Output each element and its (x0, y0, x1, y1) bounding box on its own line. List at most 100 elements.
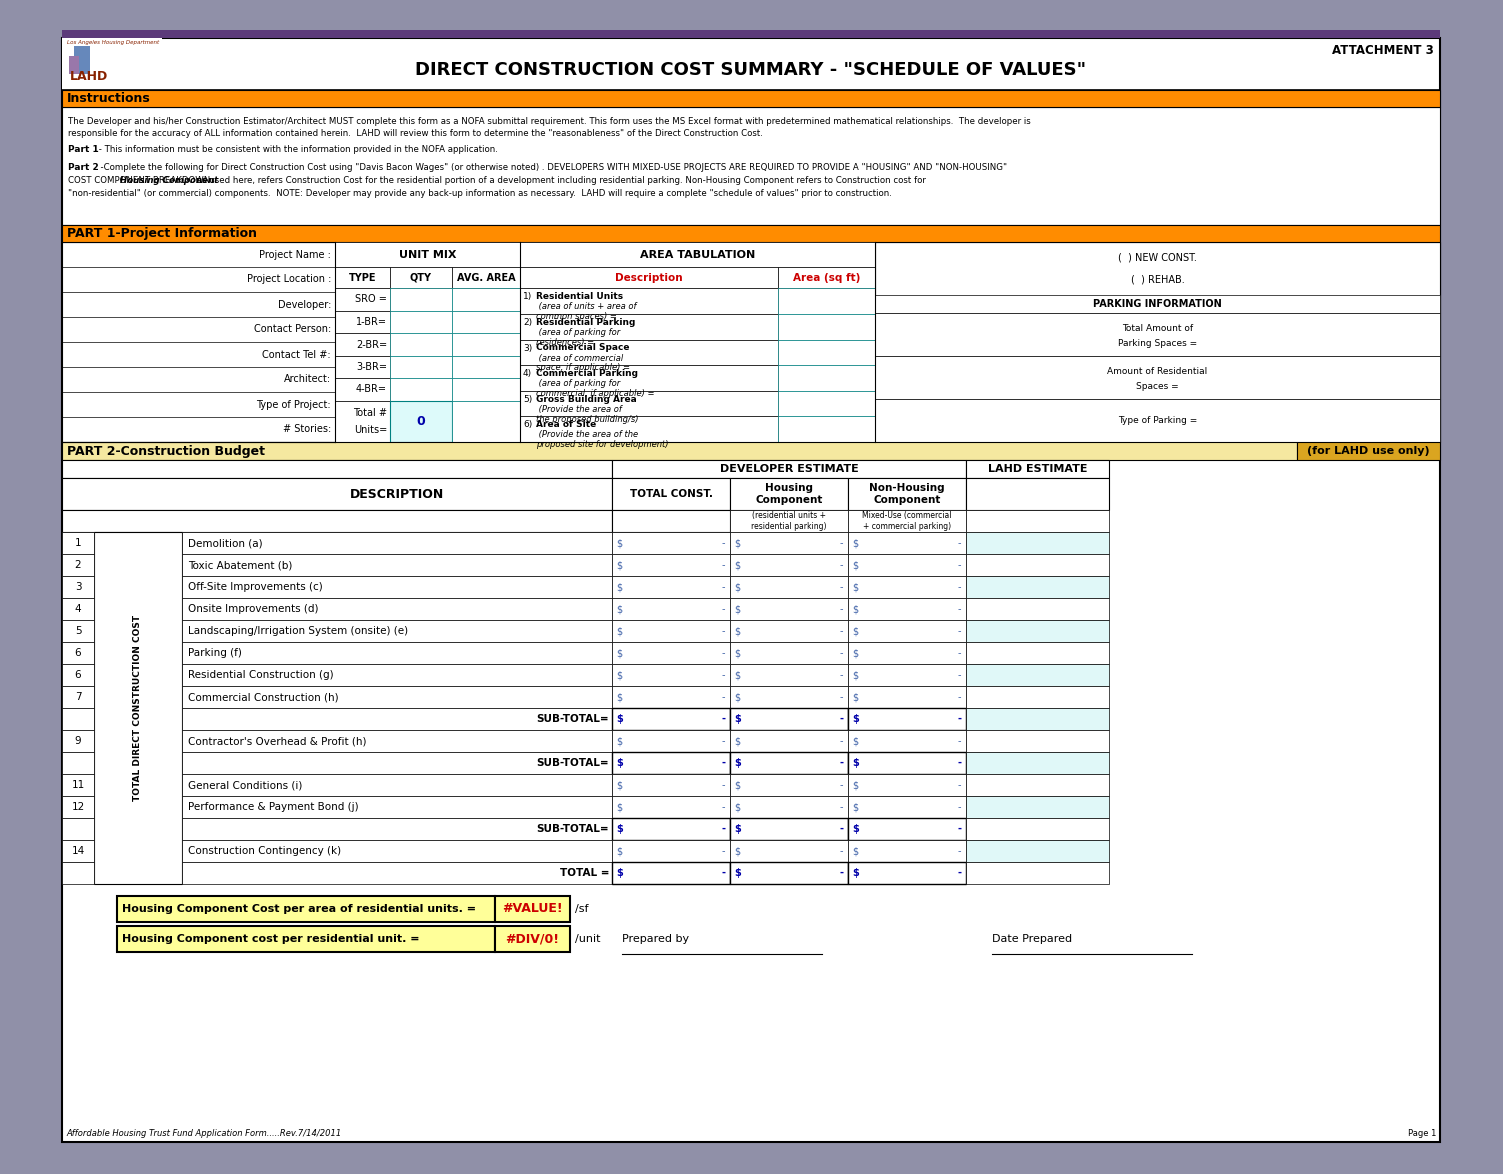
Text: -: - (840, 670, 843, 680)
Text: -: - (721, 603, 724, 614)
Text: $: $ (852, 736, 858, 745)
Text: - This information must be consistent with the information provided in the NOFA : - This information must be consistent wi… (96, 146, 497, 154)
Text: #DIV/0!: #DIV/0! (505, 932, 559, 945)
Bar (62, 107, 1440, 225)
Text: 1: 1 (75, 538, 81, 548)
Bar (182, 686, 612, 708)
Text: Part 2: Part 2 (68, 163, 99, 173)
Bar (182, 841, 612, 862)
Bar (182, 620, 612, 642)
Text: $: $ (852, 603, 858, 614)
Text: Units=: Units= (353, 425, 386, 434)
Text: $: $ (852, 758, 858, 768)
Text: -: - (721, 626, 724, 636)
Text: AVG. AREA: AVG. AREA (457, 272, 516, 283)
Text: $: $ (852, 846, 858, 856)
Text: Project Name :: Project Name : (259, 250, 331, 259)
Text: $: $ (733, 582, 739, 592)
Bar (612, 753, 730, 774)
Text: common spaces) =: common spaces) = (537, 312, 616, 322)
Bar (966, 730, 1109, 753)
Text: TOTAL CONST.: TOTAL CONST. (630, 490, 712, 499)
Bar (848, 620, 966, 642)
Text: DEVELOPER ESTIMATE: DEVELOPER ESTIMATE (720, 464, 858, 474)
Bar (966, 774, 1109, 796)
Text: DESCRIPTION: DESCRIPTION (350, 487, 443, 500)
Text: -: - (840, 560, 843, 571)
Text: Area of Site: Area of Site (537, 420, 597, 430)
Bar (848, 818, 966, 841)
Bar (730, 620, 848, 642)
Text: $: $ (852, 714, 858, 724)
Bar (966, 686, 1109, 708)
Text: Amount of Residential: Amount of Residential (1108, 366, 1207, 376)
Text: DIRECT CONSTRUCTION COST SUMMARY - "SCHEDULE OF VALUES": DIRECT CONSTRUCTION COST SUMMARY - "SCHE… (415, 61, 1087, 79)
Bar (966, 708, 1109, 730)
Bar (389, 289, 452, 311)
Bar (848, 554, 966, 576)
Bar (966, 598, 1109, 620)
Text: (area of commercial: (area of commercial (537, 353, 624, 363)
Bar (182, 774, 612, 796)
Text: PART 2-Construction Budget: PART 2-Construction Budget (68, 445, 265, 458)
Text: Spaces =: Spaces = (1136, 382, 1178, 391)
Text: LAHD ESTIMATE: LAHD ESTIMATE (987, 464, 1087, 474)
Text: $: $ (733, 560, 739, 571)
Text: $: $ (616, 714, 622, 724)
Bar (848, 841, 966, 862)
Bar (62, 730, 95, 753)
Bar (730, 532, 848, 554)
Bar (335, 400, 389, 441)
Text: $: $ (733, 824, 741, 834)
Text: 3-BR=: 3-BR= (356, 362, 386, 372)
Text: (Provide the area of the: (Provide the area of the (537, 431, 639, 439)
Bar (335, 242, 520, 266)
Bar (848, 510, 966, 532)
Bar (389, 266, 452, 289)
Bar (875, 295, 1440, 313)
Text: -: - (721, 691, 724, 702)
Text: -: - (840, 691, 843, 702)
Bar (389, 311, 452, 333)
Bar (452, 400, 520, 441)
Bar (730, 510, 848, 532)
Bar (966, 664, 1109, 686)
Text: $: $ (852, 626, 858, 636)
Text: Type of Parking =: Type of Parking = (1118, 416, 1196, 425)
Text: SUB-TOTAL=: SUB-TOTAL= (537, 714, 609, 724)
Bar (730, 753, 848, 774)
Text: -: - (721, 648, 724, 657)
Text: AREA TABULATION: AREA TABULATION (640, 250, 755, 259)
Text: -: - (957, 780, 960, 790)
Text: -: - (721, 714, 724, 724)
Bar (335, 378, 389, 400)
Bar (848, 664, 966, 686)
Text: (area of parking for: (area of parking for (537, 328, 621, 337)
Text: $: $ (733, 603, 739, 614)
Text: -: - (957, 691, 960, 702)
Text: -: - (840, 538, 843, 548)
Text: $: $ (733, 736, 739, 745)
Text: -: - (957, 626, 960, 636)
Text: 1): 1) (523, 292, 532, 302)
Bar (69, 56, 80, 74)
Text: 7: 7 (75, 691, 81, 702)
Text: Construction Contingency (k): Construction Contingency (k) (188, 846, 341, 856)
Bar (62, 38, 162, 90)
Text: $: $ (616, 758, 622, 768)
Bar (966, 576, 1109, 598)
Bar (494, 896, 570, 922)
Text: Housing
Component: Housing Component (756, 484, 822, 505)
Bar (62, 478, 612, 510)
Bar (612, 664, 730, 686)
Text: -: - (957, 736, 960, 745)
Text: -: - (840, 780, 843, 790)
Text: 4: 4 (75, 603, 81, 614)
Text: Total Amount of: Total Amount of (1121, 324, 1193, 332)
Bar (612, 862, 730, 884)
Text: -: - (721, 846, 724, 856)
Text: 11: 11 (71, 780, 84, 790)
Text: Los Angeles Housing Department: Los Angeles Housing Department (68, 40, 159, 45)
Bar (612, 478, 730, 510)
Text: $: $ (852, 538, 858, 548)
